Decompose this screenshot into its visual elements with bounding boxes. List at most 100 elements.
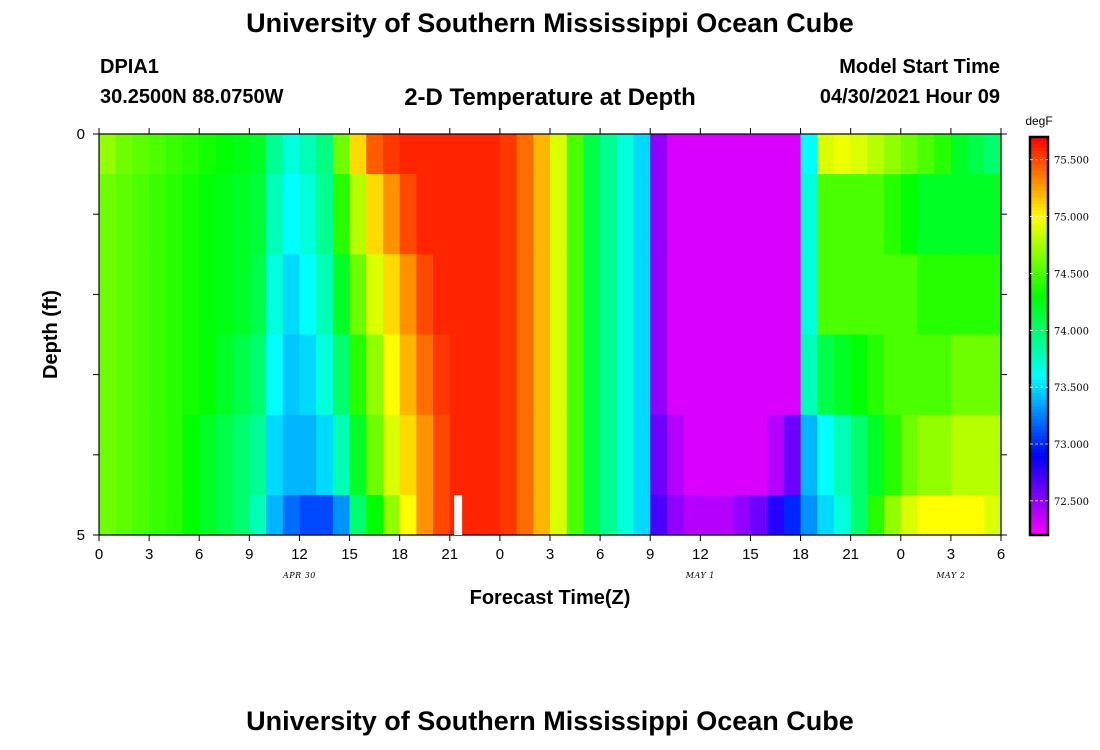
heatmap-cell (566, 174, 584, 255)
heatmap-cell (566, 494, 584, 536)
heatmap-cell (683, 254, 701, 336)
heatmap-cell (433, 414, 451, 496)
colorbar-segment (1030, 226, 1048, 231)
heatmap-cell (416, 174, 434, 255)
heatmap-cell (666, 174, 685, 255)
heatmap-cell (783, 134, 802, 175)
heatmap-cell (533, 254, 551, 336)
heatmap-cell (683, 334, 701, 416)
heatmap-cell (182, 254, 200, 336)
heatmap-cell (99, 254, 117, 336)
page-title: University of Southern Mississippi Ocean… (246, 8, 854, 38)
colorbar-segment (1030, 299, 1048, 304)
heatmap-cell (583, 134, 601, 175)
heatmap-cell (867, 134, 885, 175)
heatmap-cell (449, 134, 468, 175)
heatmap-cell (733, 174, 752, 255)
heatmap-cell (583, 334, 601, 416)
heatmap-cell (967, 414, 985, 496)
x-tick-label: 3 (145, 546, 153, 563)
heatmap-cell (767, 134, 785, 175)
colorbar-segment (1030, 173, 1048, 178)
heatmap-cell (382, 414, 401, 496)
colorbar-segment (1030, 253, 1048, 257)
heatmap-cell (750, 254, 768, 336)
heatmap-cell (850, 134, 868, 175)
heatmap-cell (165, 414, 184, 496)
colorbar-segment (1030, 233, 1048, 238)
heatmap-cell (232, 254, 250, 336)
heatmap-cell (366, 334, 384, 416)
heatmap-cell (232, 174, 250, 255)
heatmap-cell (616, 334, 635, 416)
heatmap-cell (165, 254, 184, 336)
x-tick-label: 18 (391, 546, 408, 563)
colorbar-segment (1030, 392, 1048, 397)
heatmap-cell (215, 414, 234, 496)
heatmap-cell (316, 134, 334, 175)
heatmap-cell (249, 134, 267, 175)
heatmap-cell (800, 174, 818, 255)
colorbar-segment (1030, 180, 1048, 185)
heatmap-cell (600, 494, 618, 536)
heatmap-cell (666, 414, 685, 496)
colorbar-tick-label: 74.000 (1054, 326, 1089, 337)
heatmap-cell (266, 334, 284, 416)
heatmap-cell (550, 174, 568, 255)
heatmap-cell (633, 174, 651, 255)
colorbar-segment (1030, 276, 1048, 281)
heatmap-cell (600, 254, 618, 336)
heatmap-cell (767, 334, 785, 416)
heatmap-cell (249, 334, 267, 416)
heatmap-cell (833, 414, 852, 496)
heatmap-cell (232, 414, 250, 496)
heatmap-cell (282, 134, 301, 175)
heatmap-cell (800, 334, 818, 416)
colorbar-segment (1030, 223, 1048, 228)
heatmap-cell (600, 174, 618, 255)
heatmap-cell (115, 174, 133, 255)
colorbar-segment (1030, 488, 1048, 493)
heatmap-cell (282, 334, 301, 416)
heatmap-cell (666, 134, 685, 175)
colorbar-segment (1030, 170, 1048, 175)
heatmap-cell (249, 174, 267, 255)
heatmap-cell (666, 334, 685, 416)
colorbar-segment (1030, 418, 1048, 423)
heatmap-cell (165, 174, 184, 255)
heatmap-cell (349, 134, 367, 175)
colorbar-tick-label: 74.500 (1054, 269, 1089, 280)
heatmap-cell (449, 414, 468, 496)
colorbar-segment (1030, 471, 1048, 476)
heatmap-cell (583, 254, 601, 336)
colorbar-segment (1030, 259, 1048, 264)
heatmap-cell (950, 174, 969, 255)
heatmap-cell (483, 494, 501, 536)
heatmap-cell (149, 414, 167, 496)
heatmap-cell (850, 334, 868, 416)
heatmap-cell (416, 254, 434, 336)
heatmap-cell (433, 134, 451, 175)
colorbar-segment (1030, 309, 1048, 314)
colorbar-border (1028, 135, 1050, 537)
heatmap-cell (399, 254, 417, 336)
heatmap-cell (132, 494, 150, 536)
heatmap-cell (984, 174, 1002, 255)
heatmap-cell (516, 254, 534, 336)
x-tick-label: 3 (546, 546, 554, 563)
colorbar-segment (1030, 352, 1048, 357)
heatmap-cell (399, 494, 417, 536)
x-tick-label: 12 (291, 546, 308, 563)
heatmap-cell (99, 174, 117, 255)
heatmap-cell (215, 174, 234, 255)
heatmap-cell (533, 174, 551, 255)
heatmap-cell (199, 494, 217, 536)
heatmap-cell (316, 334, 334, 416)
heatmap-cell (884, 134, 902, 175)
heatmap-cell (349, 334, 367, 416)
heatmap-cell (249, 254, 267, 336)
heatmap-cell (199, 254, 217, 336)
heatmap-cell (382, 254, 401, 336)
station-position: 30.2500N 88.0750W (100, 86, 284, 108)
heatmap-cell (616, 134, 635, 175)
